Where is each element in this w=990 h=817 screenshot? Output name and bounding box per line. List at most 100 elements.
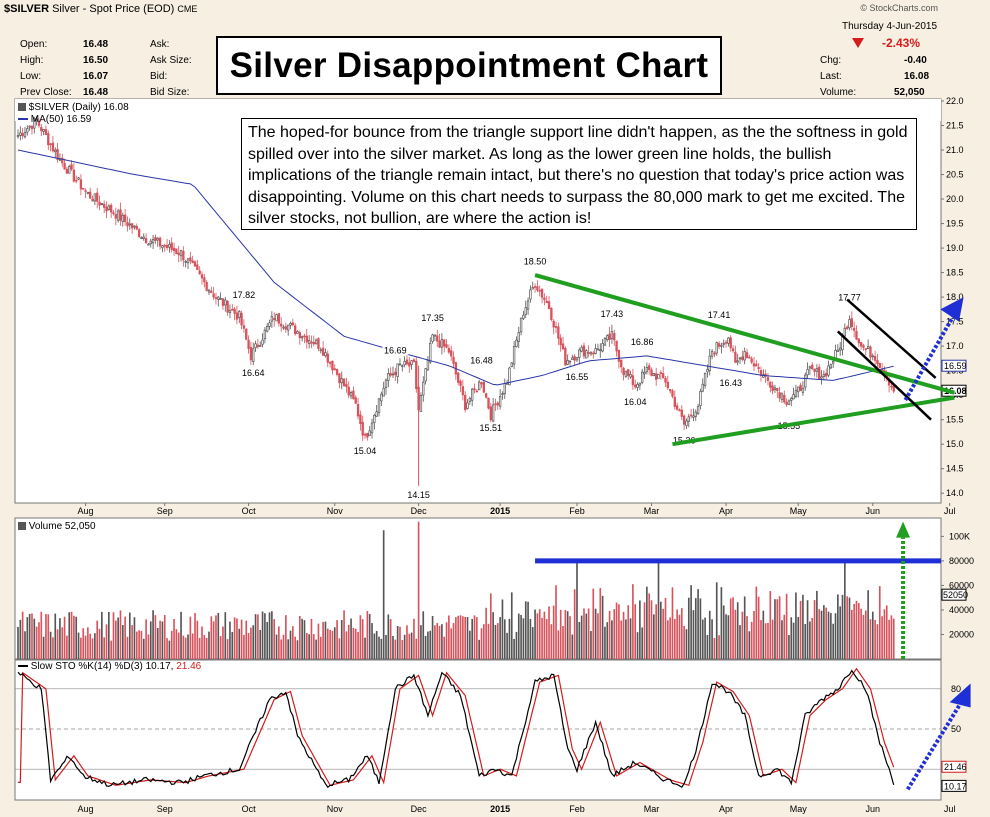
price-candle (471, 388, 474, 401)
volume-label: Volume: (820, 87, 857, 98)
volume-bar (319, 636, 322, 659)
volume-bar (229, 621, 231, 659)
price-candle (56, 149, 59, 160)
volume-bar (778, 596, 781, 659)
price-candle (424, 368, 427, 382)
volume-bar (510, 592, 513, 659)
volume-bar (26, 617, 29, 659)
volume-bar (75, 616, 78, 659)
volume-bar (28, 613, 31, 659)
volume-bar (476, 617, 478, 659)
volume-bar (177, 632, 180, 659)
price-candle (440, 339, 444, 348)
volume-bar (275, 634, 278, 659)
volume-bar (340, 620, 343, 659)
volume-bar (466, 617, 469, 659)
sto-x-label: Mar (644, 804, 660, 814)
price-candle (168, 244, 171, 248)
price-candle (266, 325, 269, 332)
peak-label-bg (836, 291, 863, 303)
price-candle (715, 342, 718, 354)
volume-bar (487, 623, 490, 659)
volume-bar (203, 635, 206, 659)
volume-bar (564, 610, 567, 659)
price-candle (706, 369, 709, 373)
price-candle (303, 335, 306, 338)
volume-bar (715, 582, 718, 659)
price-candle (380, 393, 383, 402)
volume-bar (33, 618, 36, 659)
volume-bar (797, 616, 800, 659)
price-candle (790, 397, 793, 401)
volume-bar (135, 631, 138, 659)
volume-bar (94, 633, 96, 659)
price-candle (422, 381, 425, 396)
price-candle (382, 387, 385, 397)
price-legend-text: $SILVER (Daily) 16.08 (28, 102, 129, 113)
volume-bar (795, 592, 797, 659)
volume-bar (49, 631, 52, 659)
price-candle (585, 350, 588, 359)
sto-legend-icon (18, 665, 28, 668)
price-candle (107, 205, 111, 210)
volume-bar (844, 560, 846, 659)
volume-bar (583, 608, 585, 659)
price-y-label: 14.5 (946, 464, 964, 474)
price-candle (689, 414, 693, 417)
price-candle (429, 342, 432, 363)
sto-legend: Slow STO %K(14) %D(3) 10.17, 21.46 (18, 661, 201, 672)
price-candle (277, 313, 281, 324)
price-candle (510, 362, 513, 367)
volume-bar (261, 611, 264, 659)
volume-bar (156, 627, 159, 659)
volume-bar (839, 606, 841, 659)
volume-bar (489, 593, 492, 659)
volume-bar (236, 618, 238, 659)
ma-legend-icon (18, 118, 28, 121)
price-candle (536, 286, 539, 291)
volume-bar (648, 593, 651, 659)
price-candle (687, 416, 690, 422)
volume-bar (853, 603, 855, 659)
price-candle (750, 358, 753, 363)
price-candle (815, 368, 819, 372)
volume-bar (382, 530, 385, 659)
volume-bar (222, 626, 224, 659)
volume-bar (308, 634, 310, 659)
price-candle (342, 378, 346, 387)
price-candle (415, 360, 418, 390)
ma-last-tag (941, 359, 967, 372)
price-candle (89, 191, 92, 199)
volume-bar (536, 613, 539, 659)
price-y-label: 14.0 (946, 488, 964, 498)
price-candle (235, 312, 239, 320)
price-candle (615, 340, 618, 352)
price-candle (340, 378, 343, 384)
volume-bar (47, 614, 50, 659)
sto-legend-text: Slow STO %K(14) %D(3) 10.17, (30, 661, 174, 672)
price-candle (298, 332, 301, 339)
price-candle (284, 326, 288, 330)
peak-label-bg (622, 396, 649, 408)
price-candle (68, 166, 71, 174)
price-candle (396, 363, 399, 377)
volume-bar (802, 594, 804, 659)
volume-bar (292, 626, 294, 659)
price-candle (245, 328, 248, 340)
triangle-upper-line (534, 273, 955, 395)
peak-label-bg (717, 377, 744, 389)
price-candle (254, 343, 257, 349)
price-candle (21, 133, 24, 137)
price-candle (391, 373, 395, 376)
price-y-label: 19.0 (946, 243, 964, 253)
volume-bar (56, 629, 59, 659)
peak-label-bg (671, 434, 698, 446)
price-candle (836, 349, 840, 352)
price-candle (491, 404, 495, 422)
sto-x-label: Aug (78, 804, 94, 814)
price-candle (641, 371, 644, 383)
price-candle (438, 340, 441, 348)
price-candle (668, 389, 672, 392)
price-candle (547, 301, 551, 310)
down-arrow-icon (852, 38, 864, 48)
